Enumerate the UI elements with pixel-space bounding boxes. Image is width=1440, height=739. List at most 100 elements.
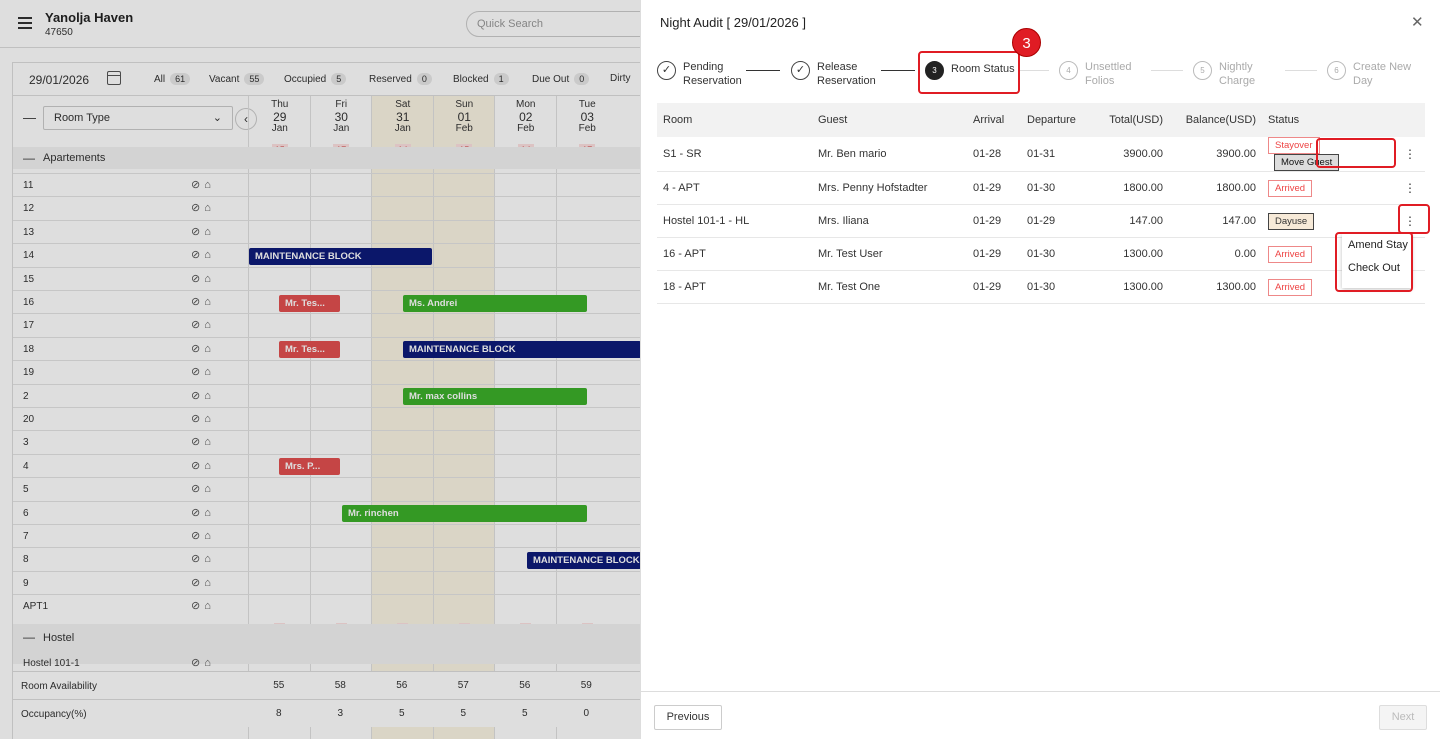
row-divider [13,336,640,338]
room-label: 7 [23,531,29,542]
col-room: Room [657,103,812,137]
reservation-bar[interactable]: Mr. max collins [403,388,587,405]
room-status-icons: ⊘⌂ [191,436,215,449]
room-status-icons: ⊘⌂ [191,342,215,355]
day-header: Mon 02 Feb [516,99,536,134]
day-header: Sun 01 Feb [455,99,474,134]
room-label: 4 [23,460,29,472]
menu-item-amend-stay[interactable]: Amend Stay [1348,239,1408,251]
day-header: Sat 31 Jan [394,99,411,134]
room-label: 3 [23,437,29,449]
status-badge: Arrived [1268,245,1313,263]
step-callout-badge: 3 [1012,28,1041,57]
room-label: 12 [23,203,35,215]
col-arrival: Arrival [967,103,1021,137]
occupancy-value: 8 [275,708,282,719]
more-actions-icon[interactable]: ⋮ [1395,137,1425,172]
room-label: 2 [23,390,29,402]
maintenance-block-bar[interactable]: MAINTENANCE BLOCK [527,552,640,569]
modal-backdrop[interactable] [0,0,640,739]
col-balance: Balance(USD) [1169,103,1262,137]
room-status-icons: ⊘⌂ [191,657,215,669]
filter-vacant[interactable]: Vacant 55 [209,73,265,85]
row-divider [13,430,640,432]
maintenance-block-bar[interactable]: MAINTENANCE BLOCK [249,248,432,265]
room-status-icons: ⊘⌂ [191,225,215,238]
filter-occupied[interactable]: Occupied 5 [284,73,347,85]
room-status-icons: ⊘⌂ [191,366,215,379]
room-status-icons: ⊘⌂ [191,179,215,191]
filter-reserved[interactable]: Reserved 0 [369,73,432,85]
highlight-kebab [1398,204,1430,234]
room-status-icons: ⊘⌂ [191,553,215,566]
room-type-select[interactable]: Room Type ⌄ [43,106,233,130]
day-header: Thu 29 Jan [271,99,289,134]
filter-dirty[interactable]: Dirty [610,73,631,84]
reservation-bar[interactable]: Mr. Tes... [279,341,340,358]
table-row: Hostel 101-1 - HL Mrs. Iliana 01-29 01-2… [657,204,1425,238]
filter-due-out[interactable]: Due Out 0 [532,73,590,85]
col-total: Total(USD) [1091,103,1169,137]
close-icon[interactable]: ✕ [1411,14,1424,31]
room-status-icons: ⊘⌂ [191,319,215,332]
room-status-icons: ⊘⌂ [191,459,215,472]
section-hostel[interactable]: — Hostel [13,624,640,664]
top-bar: Yanolja Haven 47650 Quick Search [0,0,640,48]
hamburger-menu-icon[interactable] [18,17,32,29]
status-badge: Dayuse [1268,212,1315,230]
check-icon: ✓ [657,61,676,80]
previous-button[interactable]: Previous [654,705,722,730]
occupancy-row: Occupancy(%) [13,699,640,727]
room-label: 8 [23,554,29,566]
row-divider [13,524,640,525]
status-badge: Arrived [1268,278,1313,296]
calendar-icon[interactable] [107,71,121,85]
maintenance-block-bar[interactable]: MAINTENANCE BLOCK [403,341,640,358]
room-label: Hostel 101-1 [23,658,80,669]
occupancy-value: 5 [521,708,528,719]
row-divider [13,313,640,315]
filter-blocked[interactable]: Blocked 1 [453,73,509,85]
row-divider [13,173,640,174]
row-divider [13,477,640,479]
more-actions-icon[interactable]: ⋮ [1395,171,1425,205]
row-divider [13,266,640,268]
reservation-bar[interactable]: Mr. Tes... [279,295,340,312]
reservation-bar[interactable]: Mrs. P... [279,458,340,475]
room-label: 6 [23,507,29,519]
menu-item-check-out[interactable]: Check Out [1348,262,1400,274]
section-apartments[interactable]: — Apartements [13,147,640,169]
room-availability-row: Room Availability [13,671,640,699]
table-row: 18 - APT Mr. Test One 01-29 01-30 1300.0… [657,270,1425,304]
date-field[interactable]: 29/01/2026 [29,73,90,87]
row-divider [13,407,640,408]
availability-value: 55 [273,680,285,691]
room-status-icons: ⊘⌂ [191,506,215,519]
room-label: 14 [23,250,35,262]
hotel-name: Yanolja Haven [45,10,134,25]
night-audit-panel: Night Audit [ 29/01/2026 ] ✕ ✓ Pending Re… [640,0,1440,739]
room-label: APT1 [23,601,49,613]
day-header: Fri 30 Jan [333,99,350,134]
highlight-actions-menu [1335,232,1413,292]
status-badge: Arrived [1268,179,1313,197]
filter-bar: 29/01/2026 All 61 Vacant 55 Occupied 5 Rese… [12,62,640,96]
row-actions-menu: Amend Stay Check Out [1342,234,1412,288]
check-icon: ✓ [791,61,810,80]
row-divider [13,453,640,455]
next-button[interactable]: Next [1379,705,1427,730]
reservation-bar[interactable]: Ms. Andrei [403,295,587,312]
prev-days-button[interactable]: ‹ [235,108,257,130]
col-guest: Guest [812,103,967,137]
filter-all[interactable]: All 61 [154,73,191,85]
table-row: 4 - APT Mrs. Penny Hofstadter 01-29 01-3… [657,171,1425,205]
collapse-icon[interactable]: — [23,110,36,125]
room-status-icons: ⊘⌂ [191,389,215,402]
row-divider [13,383,640,385]
step-connector [1285,70,1317,71]
row-divider [13,196,640,198]
room-status-icons: ⊘⌂ [191,296,215,308]
reservation-bar[interactable]: Mr. rinchen [342,505,587,522]
quick-search-input[interactable]: Quick Search [466,11,640,37]
occupancy-value: 5 [398,708,405,719]
